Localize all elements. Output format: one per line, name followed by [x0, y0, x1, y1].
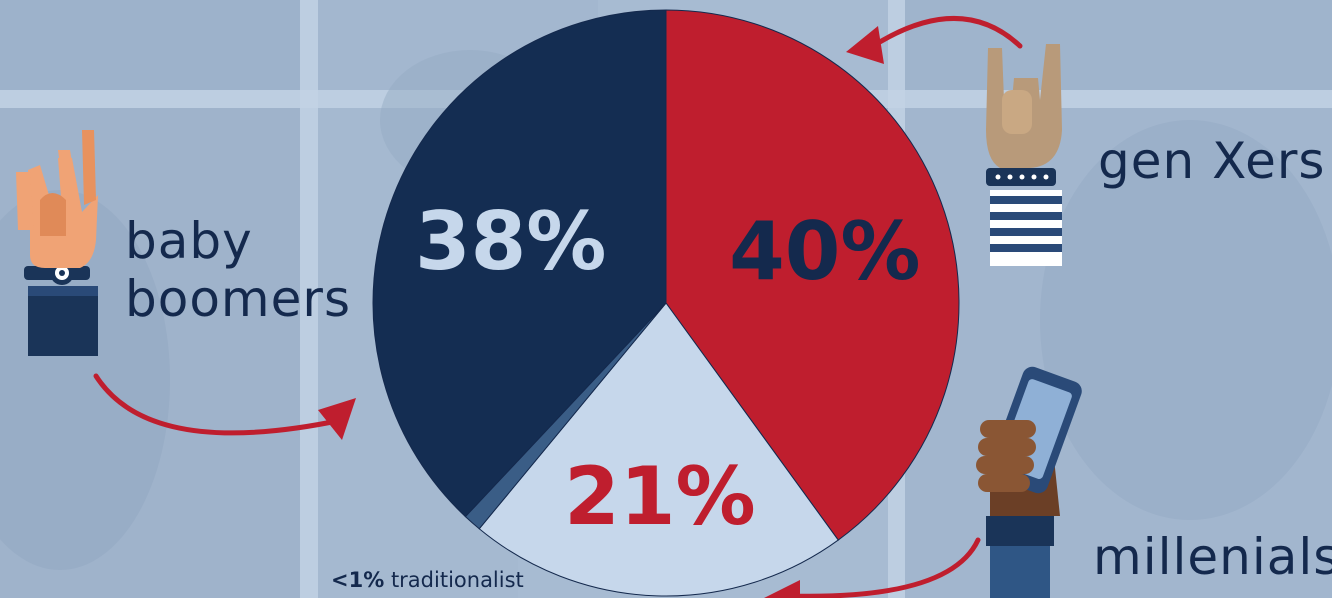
footnote-value: <1%	[331, 568, 385, 592]
pie-slice-millenials	[478, 302, 839, 597]
label-baby-boomers-line1: baby	[125, 212, 253, 270]
phone-hand-icon	[976, 366, 1082, 598]
peace-sign-hand-icon	[16, 130, 98, 356]
pie-label-gen-xers: 40%	[729, 205, 920, 298]
arrow-millenials	[787, 537, 981, 598]
label-baby-boomers: baby boomers	[125, 212, 351, 328]
arrows	[93, 16, 1023, 598]
pie-label-baby-boomers: 38%	[415, 195, 606, 288]
rock-on-hand-icon	[986, 44, 1062, 266]
pie-slice-baby-boomers	[372, 9, 667, 518]
pie-label-millenials: 21%	[564, 450, 755, 543]
label-baby-boomers-line2: boomers	[125, 270, 351, 328]
label-gen-xers: gen Xers	[1098, 132, 1326, 190]
arrowhead-millenials	[764, 580, 800, 598]
arrowhead-baby-boomers	[318, 398, 356, 440]
pie-slice-gen-xers	[665, 9, 960, 541]
arrowhead-gen-xers	[846, 26, 884, 64]
arrow-baby-boomers	[93, 373, 345, 436]
footnote-traditionalist: <1% traditionalist	[331, 568, 524, 592]
arrowheads	[318, 26, 884, 598]
pie-slice-labels: 40% 21% 38%	[415, 195, 921, 543]
footnote-text: traditionalist	[390, 568, 524, 592]
label-millenials: millenials	[1093, 528, 1332, 586]
arrow-gen-xers	[867, 16, 1023, 51]
pie-slices	[372, 9, 960, 597]
